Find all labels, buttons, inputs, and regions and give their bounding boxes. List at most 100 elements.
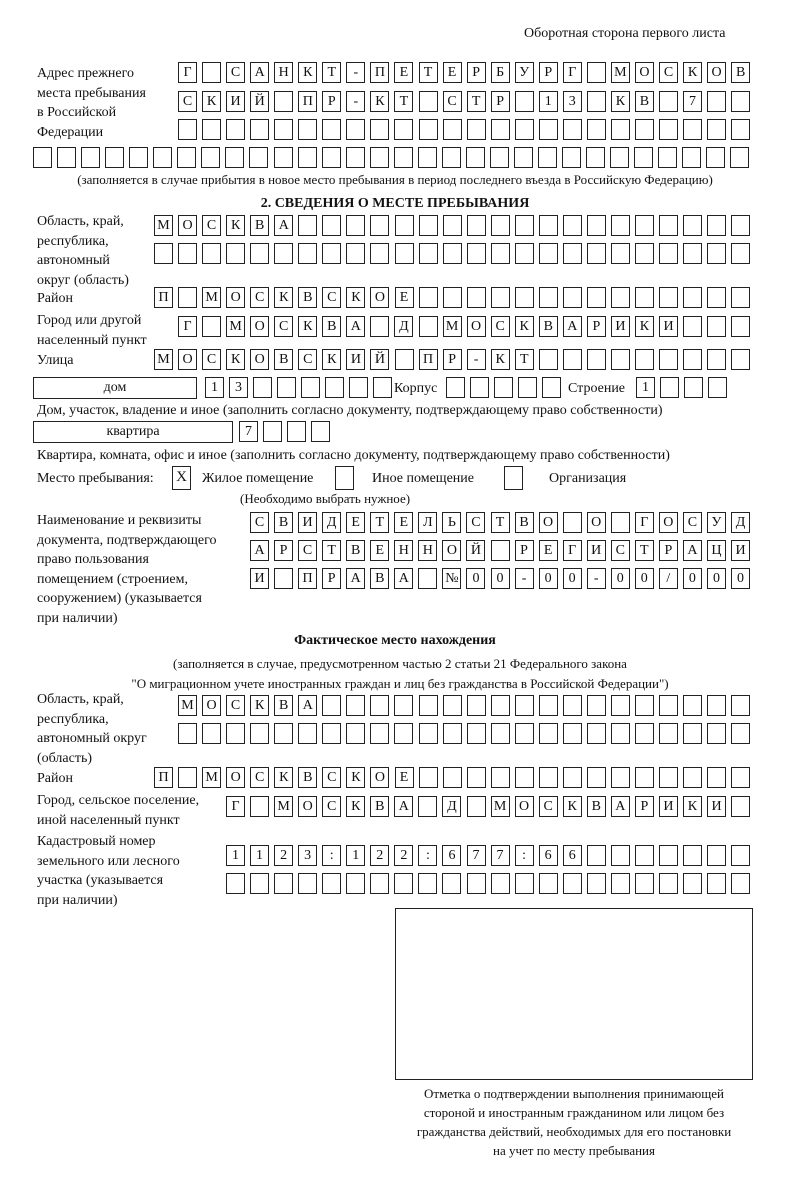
char-box[interactable] [466,119,486,140]
char-box[interactable]: Д [322,512,342,533]
char-box[interactable] [442,215,462,236]
char-box[interactable] [514,695,534,716]
char-box[interactable]: 0 [731,568,750,589]
char-box[interactable] [683,767,703,788]
char-box[interactable]: К [346,287,366,308]
char-box[interactable]: М [202,287,222,308]
char-box[interactable]: О [658,512,678,533]
char-box[interactable]: С [538,796,558,817]
char-box[interactable]: 3 [229,377,249,398]
char-box[interactable]: О [202,695,222,716]
char-box[interactable] [394,349,414,370]
char-box[interactable]: 1 [636,377,655,398]
char-box[interactable]: : [514,845,534,866]
char-box[interactable] [442,695,462,716]
char-box[interactable] [635,215,654,236]
char-box[interactable]: Й [466,540,486,561]
char-box[interactable] [562,243,582,264]
char-box[interactable]: В [298,767,318,788]
char-box[interactable] [586,845,606,866]
char-box[interactable]: В [298,287,318,308]
char-box[interactable]: О [538,512,558,533]
char-box[interactable] [562,119,582,140]
char-box[interactable] [683,723,703,744]
char-box[interactable] [418,287,438,308]
char-box[interactable] [586,62,606,83]
char-box[interactable]: М [154,215,173,236]
char-box[interactable]: Т [634,540,654,561]
char-box[interactable] [226,119,246,140]
char-box[interactable] [586,215,606,236]
char-box[interactable] [707,349,727,370]
char-box[interactable] [634,873,654,894]
char-box[interactable] [707,695,727,716]
char-box[interactable] [731,723,751,744]
char-box[interactable]: В [514,512,534,533]
char-box[interactable]: А [274,215,294,236]
char-box[interactable] [346,215,366,236]
char-box[interactable]: С [322,796,342,817]
char-box[interactable] [178,723,197,744]
char-box[interactable] [707,119,727,140]
char-box[interactable] [274,119,294,140]
char-box[interactable] [610,119,630,140]
char-box[interactable]: И [707,796,726,817]
char-box[interactable] [466,873,486,894]
char-box[interactable] [707,287,727,308]
char-box[interactable]: П [154,287,173,308]
char-box[interactable]: К [514,316,534,337]
char-box[interactable] [514,723,534,744]
char-box[interactable]: К [226,349,246,370]
char-box[interactable]: Р [466,62,486,83]
char-box[interactable] [370,723,390,744]
char-box[interactable]: С [250,767,270,788]
char-box[interactable] [250,873,270,894]
char-box[interactable]: Г [226,796,245,817]
char-box[interactable] [659,723,678,744]
char-box[interactable] [33,147,52,168]
char-box[interactable]: М [178,695,197,716]
char-box[interactable]: 0 [562,568,582,589]
char-box[interactable] [684,377,704,398]
char-box[interactable]: С [298,349,318,370]
char-box[interactable]: А [682,540,702,561]
char-box[interactable]: К [346,767,366,788]
checkbox-residential[interactable]: X [172,466,191,490]
char-box[interactable] [707,91,727,112]
char-box[interactable] [249,147,269,168]
char-box[interactable] [659,287,679,308]
char-box[interactable] [706,147,726,168]
char-box[interactable]: М [274,796,294,817]
char-box[interactable]: 0 [706,568,726,589]
char-box[interactable] [322,695,342,716]
char-box[interactable]: 0 [634,568,654,589]
char-box[interactable] [489,147,509,168]
char-box[interactable]: К [226,215,246,236]
char-box[interactable]: Б [490,62,510,83]
char-box[interactable] [731,215,751,236]
char-box[interactable] [514,119,534,140]
char-box[interactable] [538,767,558,788]
char-box[interactable]: С [250,512,269,533]
char-box[interactable] [610,349,630,370]
char-box[interactable]: О [586,512,606,533]
char-box[interactable] [683,243,703,264]
char-box[interactable] [201,147,221,168]
char-box[interactable]: В [538,316,558,337]
char-box[interactable] [490,540,510,561]
char-box[interactable] [538,723,558,744]
char-box[interactable] [490,243,510,264]
char-box[interactable] [442,873,462,894]
char-box[interactable] [250,243,270,264]
char-box[interactable] [250,723,270,744]
char-box[interactable] [538,215,558,236]
char-box[interactable]: К [322,349,342,370]
char-box[interactable]: И [586,540,606,561]
char-box[interactable] [610,723,630,744]
char-box[interactable] [586,873,606,894]
char-box[interactable]: Е [394,62,414,83]
char-box[interactable]: Н [418,540,438,561]
char-box[interactable]: Е [538,540,558,561]
char-box[interactable] [370,119,390,140]
char-box[interactable] [658,147,678,168]
